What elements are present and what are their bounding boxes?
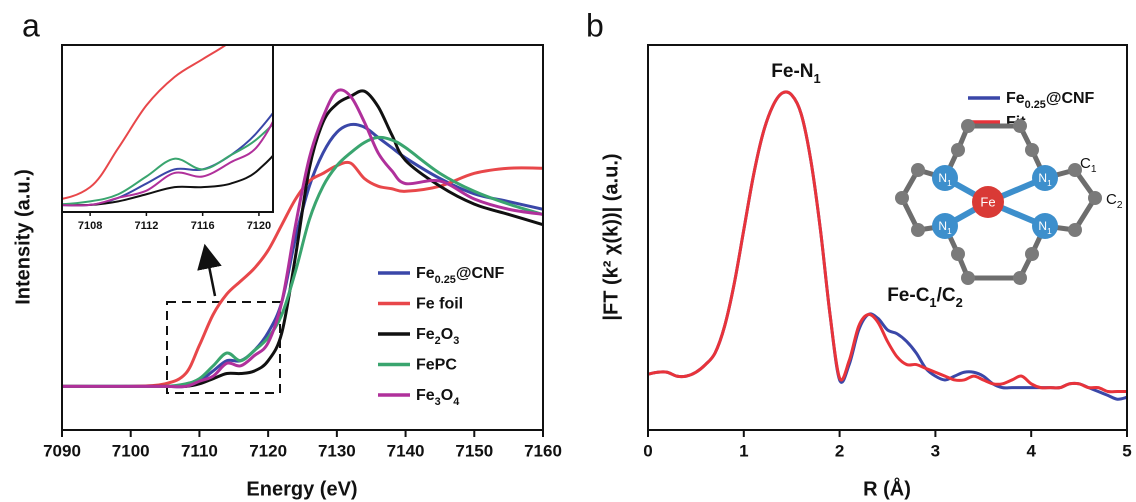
x-tick-label: 3 (931, 441, 940, 460)
zoom-arrow (197, 243, 222, 297)
data-line (62, 122, 273, 206)
atom-label: N1 (938, 171, 952, 187)
y-axis-label: Intensity (a.u.) (12, 169, 34, 305)
iron-atom (972, 186, 1004, 218)
x-tick-label: 1 (739, 441, 748, 460)
legend-label: Fe0.25@CNF (416, 265, 505, 286)
atom-label: Fe (980, 194, 995, 209)
data-line (62, 119, 273, 207)
atom-label: C2 (1106, 191, 1123, 211)
data-line (648, 90, 1127, 394)
inset-background (62, 45, 273, 212)
data-line (62, 89, 543, 389)
legend-label: FePC (416, 357, 457, 374)
data-line (62, 88, 543, 389)
data-line (62, 153, 273, 207)
atom-label: N1 (1038, 171, 1052, 187)
data-line (62, 45, 228, 200)
plot-frame (61, 44, 544, 431)
plot-frame (647, 44, 1128, 431)
legend-label: Fe foil (416, 296, 463, 313)
x-axis-label: R (Å) (863, 476, 911, 500)
panel-label: a (22, 7, 40, 43)
legend-label: Fe3O4 (416, 387, 459, 408)
x-tick-label: 7130 (318, 441, 356, 460)
x-tick-label: 7140 (387, 441, 425, 460)
x-tick-label: 7110 (181, 441, 218, 460)
atom-label: N1 (1038, 219, 1052, 235)
x-tick-label: 7120 (249, 441, 287, 460)
annotation: Fe-C1/C2 (887, 285, 963, 310)
legend-label: Fe0.25@CNF (1006, 90, 1095, 111)
zoom-box (166, 301, 281, 394)
x-tick-label: 0 (643, 441, 652, 460)
x-tick-label: 7100 (112, 441, 150, 460)
annotation: Fe-N1 (771, 61, 820, 86)
molecule-diagram: N1 N1 N1 N1 Fe C1 C2 (895, 119, 1123, 285)
plot-lines (648, 90, 1127, 401)
data-line (62, 135, 543, 389)
x-axis-label: Energy (eV) (246, 478, 357, 500)
x-tick-label: 5 (1122, 441, 1131, 460)
nitrogen-atoms (932, 165, 1058, 239)
x-tick-label: 7160 (524, 441, 562, 460)
inset-x-tick-label: 7112 (134, 220, 158, 232)
x-tick-label: 7150 (455, 441, 493, 460)
legend-label: Fe2O3 (416, 326, 459, 347)
panel-label: b (586, 7, 604, 43)
inset-x-tick-label: 7108 (78, 220, 102, 232)
x-tick-label: 2 (835, 441, 844, 460)
carbon-atoms (895, 119, 1102, 285)
plot-lines (62, 45, 273, 207)
y-axis-label: |FT (k² χ(k))| (a.u.) (600, 153, 622, 320)
inset-x-tick-label: 7120 (247, 220, 271, 232)
x-tick-label: 4 (1026, 441, 1036, 460)
inset-frame (61, 44, 274, 213)
atom-label: N1 (938, 219, 952, 235)
data-line (648, 90, 1127, 401)
x-tick-label: 7090 (43, 441, 81, 460)
atom-label: C1 (1080, 155, 1097, 175)
plot-lines (62, 88, 543, 389)
inset-x-tick-label: 7116 (191, 220, 215, 232)
